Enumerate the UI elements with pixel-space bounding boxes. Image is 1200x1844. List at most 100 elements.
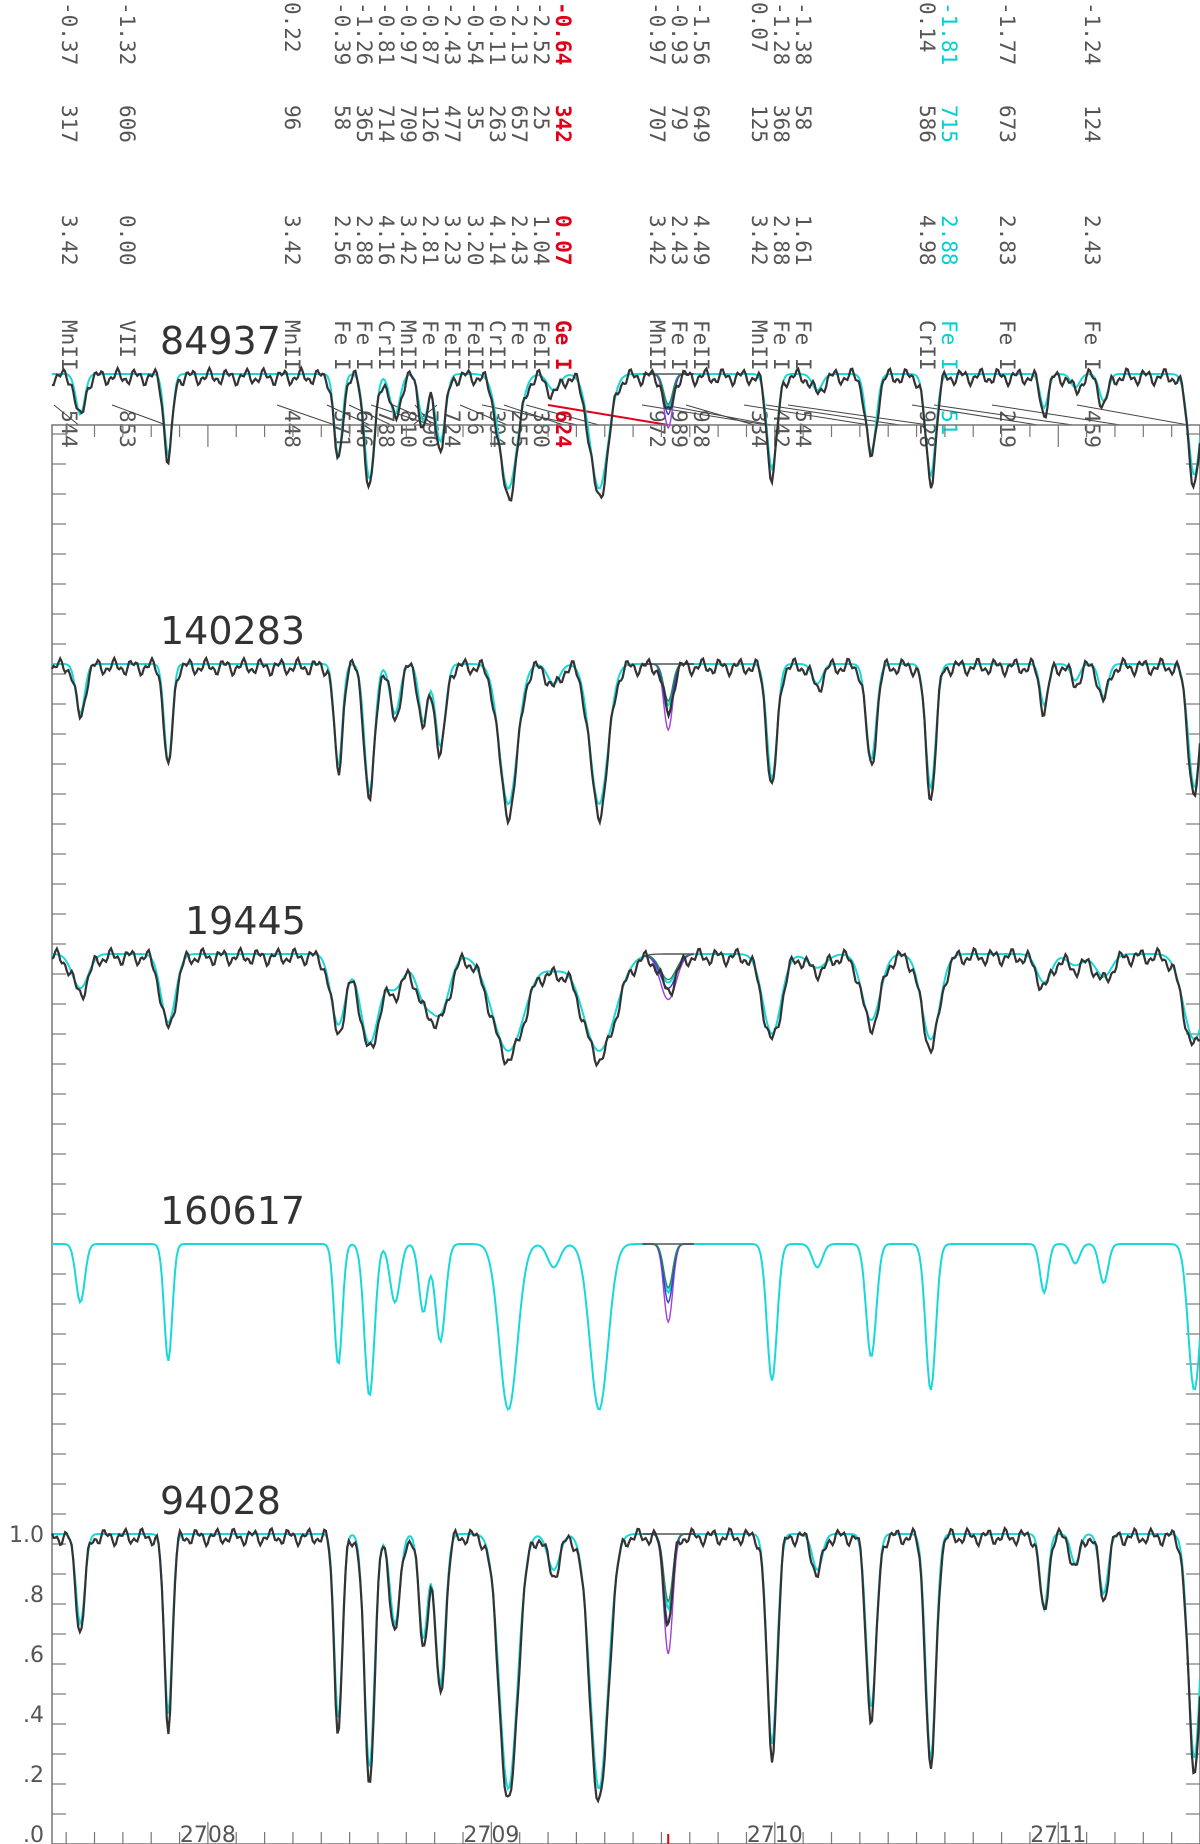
line-connector [991, 404, 1121, 426]
line-label-gf: -1.28 [769, 2, 793, 65]
line-label-w: 657 [507, 105, 531, 143]
line-label-el: Fe I [769, 320, 793, 371]
line-label-ep: 1.61 [791, 215, 815, 266]
ge-synthetic-mid [642, 1243, 694, 1305]
line-connector [1076, 404, 1189, 426]
line-label-w: 96 [280, 105, 304, 130]
line-label-gf: -0.81 [374, 2, 398, 65]
line-label-gf: 0.07 [747, 2, 771, 53]
line-label-el: Fe I [330, 320, 354, 371]
line-label-w: 317 [57, 105, 81, 143]
line-label-gf: 0.22 [280, 2, 304, 53]
line-label-el: FeII [440, 320, 464, 371]
line-label-gf: -0.93 [667, 2, 691, 65]
line-label-gf: -0.39 [330, 2, 354, 65]
line-label-el: Fe I [1080, 320, 1104, 371]
line-connector [685, 404, 755, 426]
line-label-id: 459 [1080, 410, 1104, 448]
star-name-label: 19445 [185, 899, 306, 943]
y-tick-label: .6 [23, 1643, 44, 1668]
line-connector [348, 404, 392, 426]
line-label-w: 124 [1080, 105, 1104, 143]
line-label-el: Fe I [937, 320, 961, 371]
line-label-el: FeII [463, 320, 487, 371]
line-connector [481, 404, 578, 426]
line-connector [787, 404, 930, 426]
line-label-gf: -2.13 [507, 2, 531, 65]
star-name-label: 94028 [160, 1479, 281, 1523]
line-label-ep: 3.42 [57, 215, 81, 266]
line-label-id: 448 [280, 410, 304, 448]
x-tick-label: 2711 [1030, 1823, 1086, 1844]
line-connector [370, 404, 432, 426]
observed-spectrum [50, 1525, 1200, 1804]
line-label-w: 477 [440, 105, 464, 143]
line-label-id: 56 [463, 410, 487, 435]
ge-synthetic-none [642, 953, 694, 958]
line-label-el: Fe I [418, 320, 442, 371]
line-label-el: CrII [915, 320, 939, 371]
line-label-ep: 4.14 [485, 215, 509, 266]
line-label-id: 853 [115, 410, 139, 448]
y-tick-label: .0 [23, 1823, 44, 1844]
line-label-w: 58 [330, 105, 354, 130]
y-tick-label: .2 [23, 1763, 44, 1788]
line-connector [641, 404, 767, 426]
line-label-w: 125 [747, 105, 771, 143]
line-label-ep: 4.49 [689, 215, 713, 266]
plot-frame [51, 424, 1200, 1844]
ge-synthetic-best [642, 373, 694, 406]
line-label-ep: 2.88 [352, 215, 376, 266]
line-label-el: FeII [529, 320, 553, 371]
y-tick-label: 1.0 [9, 1523, 44, 1548]
line-label-el: MnII [57, 320, 81, 371]
line-label-w: 25 [529, 105, 553, 130]
synthetic-spectrum [52, 953, 1200, 1052]
line-label-ep: 2.88 [769, 215, 793, 266]
line-label-ep: 2.88 [937, 215, 961, 266]
line-label-el: Fe I [995, 320, 1019, 371]
line-connector [53, 404, 79, 426]
line-label-gf: -0.54 [463, 2, 487, 65]
line-label-ep: 3.20 [463, 215, 487, 266]
line-label-ep: 4.98 [915, 215, 939, 266]
star-name-label: 140283 [160, 609, 305, 653]
line-connector [933, 404, 1073, 426]
line-label-gf: -1.32 [115, 2, 139, 65]
line-label-ep: 2.83 [995, 215, 1019, 266]
line-label-w: 126 [418, 105, 442, 143]
line-label-el: CrII [485, 320, 509, 371]
y-tick-label: .8 [23, 1583, 44, 1608]
line-connector [111, 404, 167, 426]
line-label-w: 35 [463, 105, 487, 130]
line-label-gf: -1.26 [352, 2, 376, 65]
line-label-id: 810 [396, 410, 420, 448]
line-label-gf: -1.38 [791, 2, 815, 65]
line-label-id: 380 [529, 410, 553, 448]
line-label-ep: 2.81 [418, 215, 442, 266]
ge-synthetic-mid [642, 1533, 694, 1627]
line-label-ep: 3.42 [645, 215, 669, 266]
line-label-gf: -1.56 [689, 2, 713, 65]
line-list-labels: 544 MnII 3.42 317 -0.37 853 VII 0.00 606 -1.32 448… [57, 2, 1104, 448]
observed-spectrum [51, 655, 1200, 827]
line-label-ep: 0.00 [115, 215, 139, 266]
line-label-gf: -0.87 [418, 2, 442, 65]
line-connector [276, 404, 336, 426]
axis-ticks: 2708 2709 2710 2711 1.0 .8 .6 .4 .2 .0 [9, 425, 1200, 1844]
line-label-w: 586 [915, 105, 939, 143]
x-tick-label: 2710 [747, 1823, 803, 1844]
line-label-ep: 3.23 [440, 215, 464, 266]
line-label-w: 79 [667, 105, 691, 130]
line-label-ep: 1.04 [529, 215, 553, 266]
line-label-el: MnII [645, 320, 669, 371]
line-label-el: MnII [280, 320, 304, 371]
line-list-connectors [53, 404, 1189, 426]
line-connector [459, 404, 508, 426]
line-label-w: 365 [352, 105, 376, 143]
line-label-gf: -2.52 [529, 2, 553, 65]
line-label-ep: 4.16 [374, 215, 398, 266]
line-label-id: 624 [551, 410, 575, 448]
line-label-gf: -1.81 [937, 2, 961, 65]
